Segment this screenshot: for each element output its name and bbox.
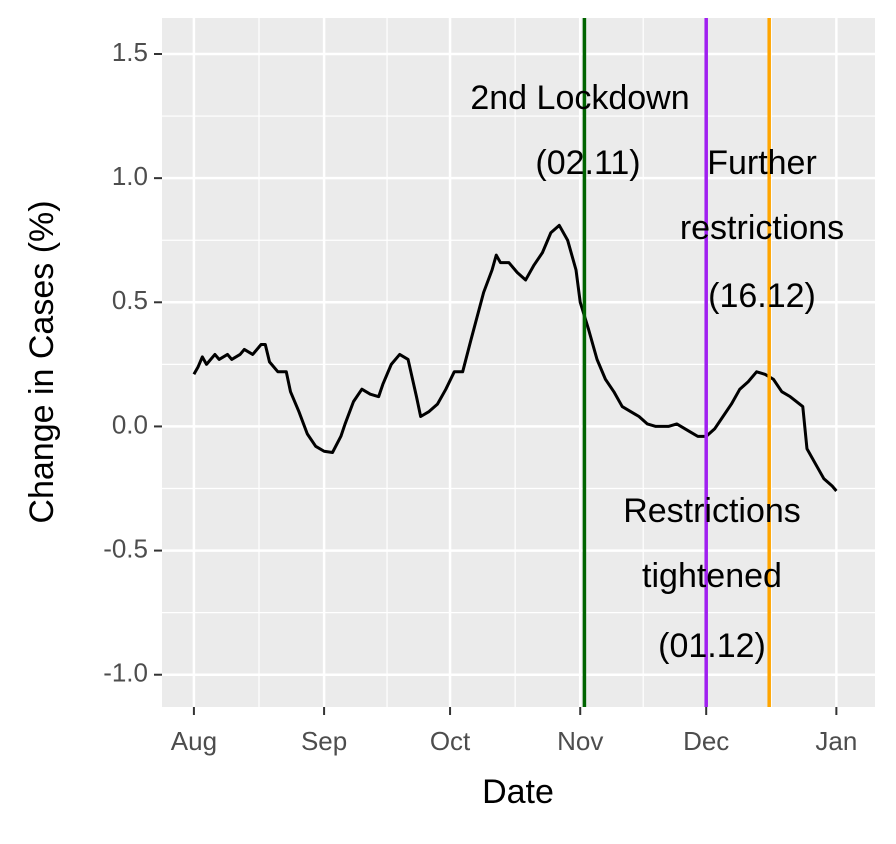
plot bbox=[192, 18, 838, 707]
y-tick-label: 1.0 bbox=[112, 161, 148, 191]
y-tick-label: 0.0 bbox=[112, 409, 148, 439]
annotation: (02.11) bbox=[535, 144, 640, 182]
y-tick-label: -0.5 bbox=[103, 533, 148, 563]
x-tick-label: Nov bbox=[557, 726, 603, 756]
x-tick-label: Dec bbox=[683, 726, 729, 756]
panel bbox=[162, 18, 875, 707]
y-tick-label: -1.0 bbox=[103, 658, 148, 688]
grid bbox=[162, 18, 875, 707]
annotation: Further bbox=[707, 144, 817, 182]
x-tick-label: Sep bbox=[301, 726, 347, 756]
x-axis-title: Date bbox=[482, 773, 554, 811]
x-tick-label: Oct bbox=[430, 726, 471, 756]
annotation: restrictions bbox=[680, 209, 844, 247]
annotation: Restrictions bbox=[623, 492, 801, 530]
y-tick-label: 1.5 bbox=[112, 37, 148, 67]
y-axis-title: Change in Cases (%) bbox=[23, 200, 61, 523]
annotation: (16.12) bbox=[708, 277, 816, 315]
line bbox=[192, 223, 838, 492]
annotation: 2nd Lockdown bbox=[470, 79, 689, 117]
x-tick-label: Aug bbox=[171, 726, 217, 756]
x-tick-label: Jan bbox=[815, 726, 857, 756]
annotation: tightened bbox=[642, 557, 782, 595]
annotation: (01.12) bbox=[658, 627, 766, 665]
y-tick-label: 0.5 bbox=[112, 285, 148, 315]
